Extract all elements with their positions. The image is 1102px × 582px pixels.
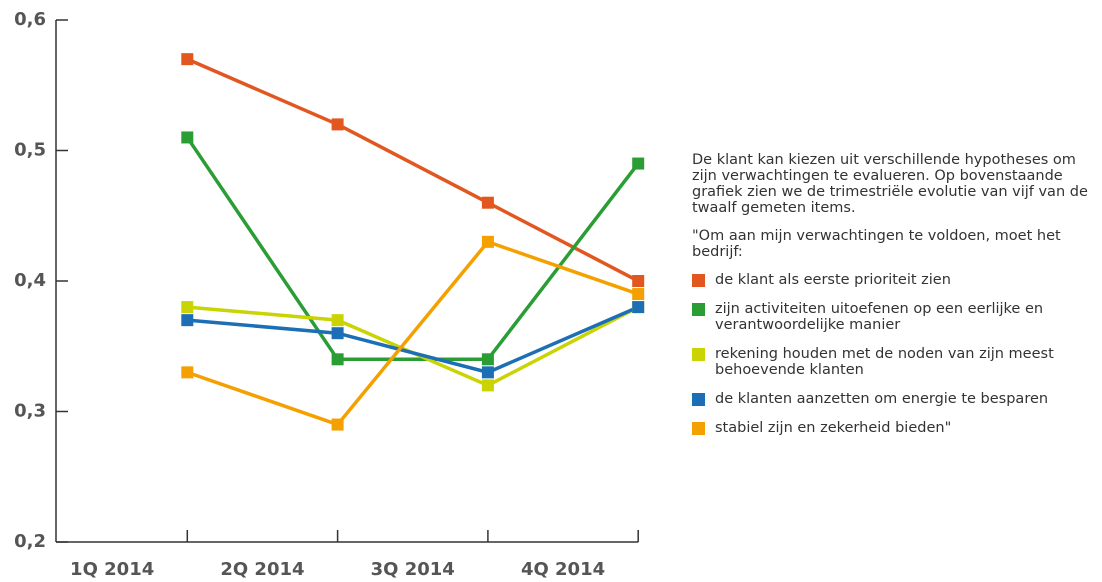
legend-item: zijn activiteiten uitoefenen op een eerl… (692, 301, 1097, 333)
series-line (186, 239, 639, 427)
chart: 0,2 0,3 0,4 0,5 0,6 1Q 2014 2Q 2014 3Q 2014 4Q 2… (14, 9, 645, 580)
marker (331, 418, 344, 431)
marker (331, 327, 344, 340)
x-tick-label: 2Q 2014 (220, 559, 304, 580)
legend-label: de klanten aanzetten om energie te bespa… (715, 391, 1049, 407)
marker (181, 366, 194, 379)
marker (331, 118, 344, 131)
series-line (186, 57, 640, 283)
y-tick-label: 0,6 (14, 9, 46, 30)
legend-swatch (692, 274, 705, 287)
legend-item: stabiel zijn en zekerheid bieden" (692, 420, 1097, 436)
marker (481, 196, 494, 209)
marker (481, 379, 494, 392)
legend-swatch (692, 422, 705, 435)
y-tick-label: 0,3 (14, 401, 46, 422)
legend-label: zijn activiteiten uitoefenen op een eerl… (715, 301, 1044, 333)
side-panel: De klant kan kiezen uit verschillende hy… (692, 152, 1097, 449)
marker (181, 314, 194, 327)
legend: de klant als eerste prioriteit zien zijn … (692, 272, 1097, 436)
legend-swatch (692, 393, 705, 406)
legend-title: "Om aan mijn verwachtingen te voldoen, m… (692, 228, 1061, 260)
series-line (187, 305, 640, 388)
marker (632, 275, 645, 287)
marker (481, 235, 494, 248)
x-tick-label: 1Q 2014 (70, 559, 154, 580)
marker (632, 288, 645, 301)
series-line (187, 305, 639, 375)
legend-item: de klanten aanzetten om energie te bespa… (692, 391, 1097, 407)
marker (331, 314, 344, 327)
y-tick-label: 0,5 (14, 140, 46, 161)
legend-label: stabiel zijn en zekerheid bieden" (715, 420, 952, 436)
legend-item: rekening houden met de noden van zijn me… (692, 346, 1097, 378)
description: De klant kan kiezen uit verschillende hy… (692, 152, 1088, 216)
marker (481, 366, 494, 379)
marker (632, 301, 645, 314)
y-tick-label: 0,2 (14, 531, 46, 552)
marker (481, 353, 494, 366)
marker (632, 157, 645, 170)
legend-swatch (692, 348, 705, 361)
series-line (185, 136, 640, 362)
x-tick-label: 4Q 2014 (521, 559, 605, 580)
legend-swatch (692, 303, 705, 316)
marker (331, 353, 344, 366)
legend-item: de klant als eerste prioriteit zien (692, 272, 1097, 288)
marker (181, 131, 194, 144)
marker (181, 301, 194, 314)
y-tick-label: 0,4 (14, 270, 46, 291)
legend-label: de klant als eerste prioriteit zien (715, 272, 951, 288)
x-tick-label: 3Q 2014 (371, 559, 455, 580)
legend-label: rekening houden met de noden van zijn me… (715, 346, 1054, 378)
marker (181, 53, 194, 66)
